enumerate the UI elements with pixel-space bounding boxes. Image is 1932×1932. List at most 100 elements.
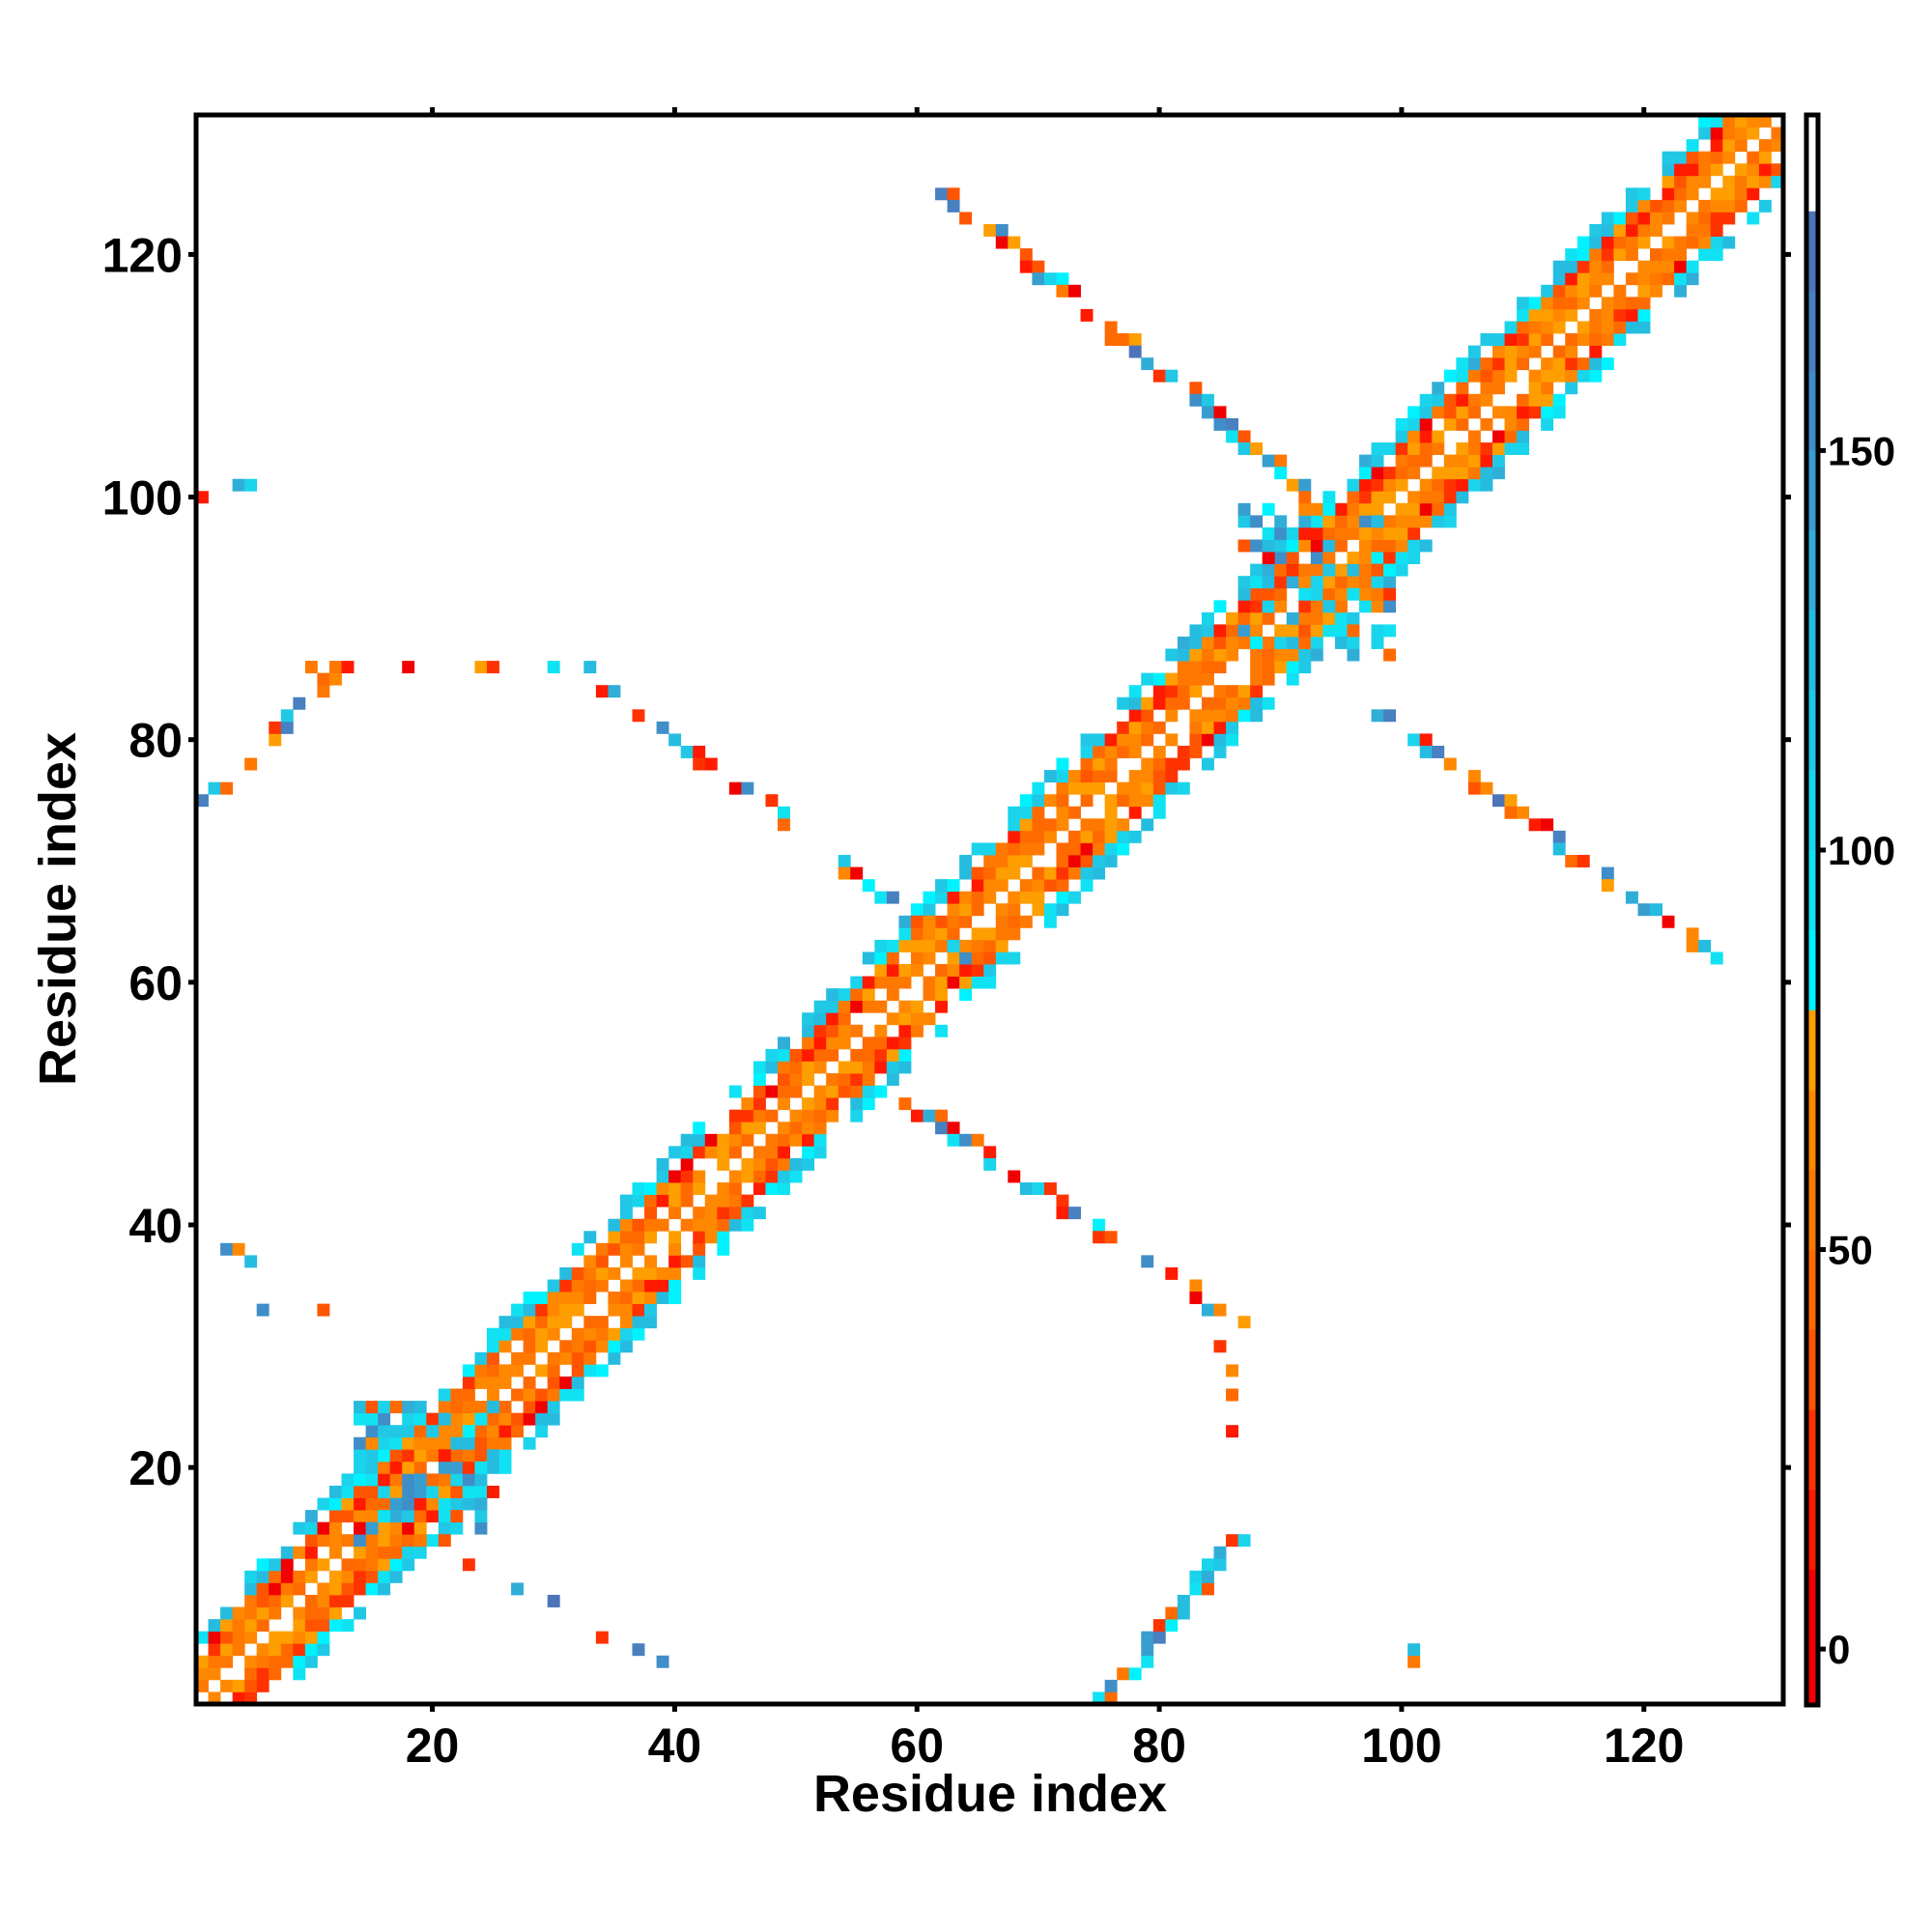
heatmap-cell (256, 1655, 270, 1668)
heatmap-cell (1068, 854, 1081, 867)
heatmap-cell (1177, 661, 1190, 674)
heatmap-cell (535, 1316, 549, 1329)
heatmap-cell (1080, 854, 1094, 867)
heatmap-cell (1128, 1667, 1142, 1681)
heatmap-cell (1758, 175, 1772, 188)
heatmap-cell (196, 491, 209, 504)
heatmap-cell (1128, 685, 1142, 698)
heatmap-cell (1056, 818, 1069, 832)
heatmap-cell (1541, 357, 1554, 371)
heatmap-cell (910, 903, 923, 917)
heatmap-cell (1262, 576, 1275, 589)
heatmap-cell (1650, 199, 1662, 213)
heatmap-cell (354, 1412, 366, 1426)
heatmap-cell (487, 1436, 499, 1450)
heatmap-cell (402, 1497, 415, 1511)
heatmap-cell (1201, 393, 1214, 407)
heatmap-cell (1710, 151, 1723, 164)
heatmap-cell (269, 1667, 282, 1681)
heatmap-cell (328, 661, 342, 674)
heatmap-cell (220, 1606, 234, 1620)
heatmap-cell (244, 1255, 258, 1268)
heatmap-cell (1517, 442, 1530, 456)
heatmap-cell (1152, 781, 1166, 795)
heatmap-cell (1467, 369, 1481, 383)
heatmap-cell (280, 1655, 294, 1668)
heatmap-cell (1032, 830, 1045, 843)
heatmap-cell (304, 1558, 318, 1572)
heatmap-cell (293, 1619, 306, 1633)
heatmap-cell (1019, 818, 1033, 832)
heatmap-cell (1043, 770, 1057, 783)
heatmap-cell (1359, 552, 1372, 565)
heatmap-cell (304, 1534, 318, 1548)
heatmap-cell (778, 1170, 790, 1183)
heatmap-cell (1650, 903, 1662, 917)
heatmap-cell (1419, 515, 1433, 528)
heatmap-cell (1189, 393, 1203, 407)
heatmap-cell (1528, 393, 1542, 407)
colorbar-bin (1806, 770, 1818, 851)
heatmap-cell (450, 1473, 464, 1487)
heatmap-cell (462, 1376, 475, 1389)
heatmap-cell (947, 199, 960, 213)
heatmap-cell (438, 1534, 451, 1548)
heatmap-cell (1141, 672, 1154, 686)
heatmap-cell (1080, 770, 1094, 783)
heatmap-cell (1432, 502, 1445, 516)
heatmap-cell (426, 1485, 440, 1498)
heatmap-cell (511, 1582, 525, 1596)
heatmap-cell (487, 1425, 499, 1438)
heatmap-cell (1298, 611, 1312, 625)
heatmap-cell (1552, 369, 1566, 383)
heatmap-cell (1347, 552, 1360, 565)
heatmap-cell (413, 1546, 427, 1559)
heatmap-cell (1347, 502, 1360, 516)
heatmap-cell (632, 1643, 645, 1657)
heatmap-cell (1141, 357, 1154, 371)
heatmap-cell (1008, 830, 1021, 843)
heatmap-cell (1492, 442, 1505, 456)
heatmap-cell (862, 1097, 875, 1111)
heatmap-cell (1201, 624, 1214, 638)
heatmap-cell (608, 1231, 621, 1244)
heatmap-cell (971, 891, 984, 904)
heatmap-cell (365, 1510, 379, 1523)
heatmap-cell (1747, 212, 1760, 225)
heatmap-cell (487, 1340, 499, 1353)
heatmap-cell (802, 1109, 815, 1122)
heatmap-cell (438, 1461, 451, 1474)
heatmap-cell (923, 976, 936, 989)
heatmap-cell (1298, 539, 1312, 553)
heatmap-cell (317, 1643, 330, 1657)
heatmap-cell (1141, 794, 1154, 808)
heatmap-cell (474, 1497, 488, 1511)
heatmap-cell (717, 1157, 730, 1171)
heatmap-cell (717, 1182, 730, 1195)
heatmap-cell (1565, 297, 1578, 310)
heatmap-cell (256, 1643, 270, 1657)
heatmap-cell (995, 879, 1009, 893)
heatmap-cell (1310, 563, 1323, 577)
heatmap-cell (547, 1327, 560, 1341)
heatmap-cell (1698, 151, 1712, 164)
heatmap-cell (389, 1546, 403, 1559)
heatmap-cell (1008, 236, 1021, 249)
heatmap-cell (1480, 369, 1493, 383)
heatmap-cell (850, 1085, 864, 1098)
heatmap-cell (923, 988, 936, 1002)
heatmap-cell (1056, 806, 1069, 819)
heatmap-cell (256, 1594, 270, 1607)
heatmap-cell (862, 952, 875, 965)
heatmap-cell (1722, 175, 1736, 188)
heatmap-cell (1443, 757, 1457, 771)
heatmap-cell (1189, 624, 1203, 638)
heatmap-cell (789, 1133, 803, 1147)
heatmap-cell (1650, 248, 1662, 262)
heatmap-cell (753, 1146, 766, 1159)
heatmap-cell (1467, 393, 1481, 407)
heatmap-cell (1662, 260, 1675, 273)
heatmap-cell (765, 794, 779, 808)
heatmap-cell (898, 964, 912, 977)
heatmap-cell (1552, 345, 1566, 358)
